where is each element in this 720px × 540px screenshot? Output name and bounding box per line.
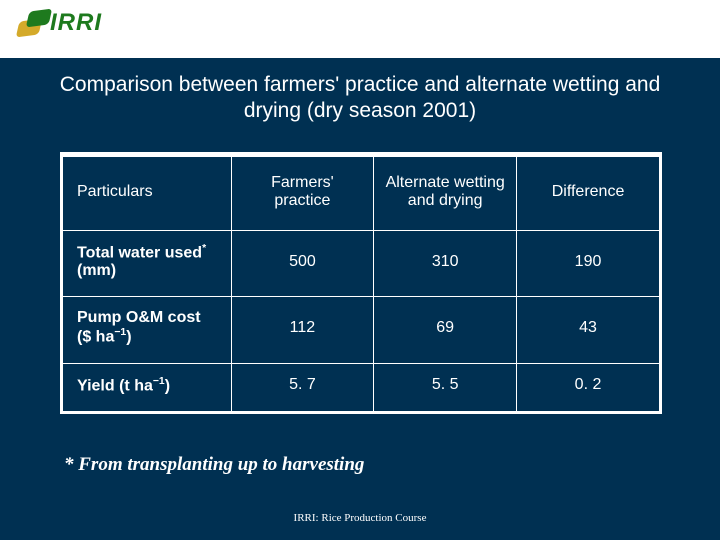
row-label: Yield (t ha−1) xyxy=(63,363,232,411)
row-val-farmers: 500 xyxy=(231,231,374,297)
table-row: Pump O&M cost($ ha−1)1126943 xyxy=(63,297,660,363)
logo-text: IRRI xyxy=(50,9,102,37)
row-val-diff: 0. 2 xyxy=(517,363,660,411)
table-body: Total water used*(mm)500310190Pump O&M c… xyxy=(63,231,660,412)
logo: IRRI xyxy=(18,6,102,40)
col-awd: Alternate wetting and drying xyxy=(374,157,517,231)
row-val-farmers: 112 xyxy=(231,297,374,363)
row-val-farmers: 5. 7 xyxy=(231,363,374,411)
header-band: IRRI xyxy=(0,0,720,58)
table-row: Total water used*(mm)500310190 xyxy=(63,231,660,297)
slide-title: Comparison between farmers' practice and… xyxy=(40,72,680,125)
row-val-diff: 190 xyxy=(517,231,660,297)
credit-line: IRRI: Rice Production Course xyxy=(0,512,720,524)
col-farmers: Farmers' practice xyxy=(231,157,374,231)
table-header-row: Particulars Farmers' practice Alternate … xyxy=(63,157,660,231)
col-diff: Difference xyxy=(517,157,660,231)
row-label: Total water used*(mm) xyxy=(63,231,232,297)
row-val-diff: 43 xyxy=(517,297,660,363)
logo-mark xyxy=(18,6,52,40)
col-particulars: Particulars xyxy=(63,157,232,231)
comparison-table: Particulars Farmers' practice Alternate … xyxy=(60,152,662,414)
row-label: Pump O&M cost($ ha−1) xyxy=(63,297,232,363)
row-val-awd: 310 xyxy=(374,231,517,297)
row-val-awd: 69 xyxy=(374,297,517,363)
footnote: * From transplanting up to harvesting xyxy=(64,454,364,476)
row-val-awd: 5. 5 xyxy=(374,363,517,411)
table-row: Yield (t ha−1)5. 75. 50. 2 xyxy=(63,363,660,411)
